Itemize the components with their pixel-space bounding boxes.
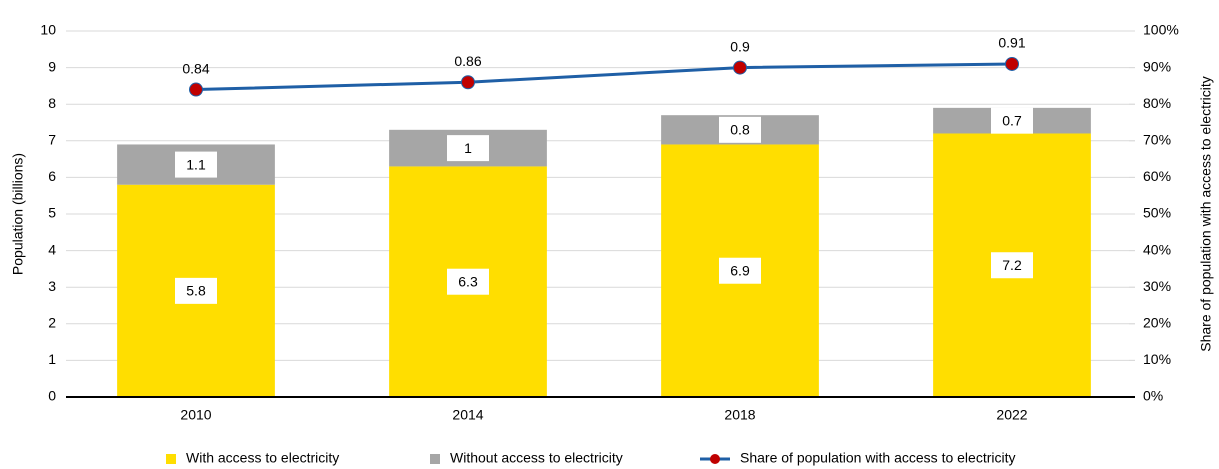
- data-label: 7.2: [1002, 257, 1022, 273]
- legend-swatch: [430, 454, 440, 464]
- y2-tick-label: 10%: [1143, 351, 1171, 367]
- data-label: 0.9: [730, 38, 750, 54]
- y-tick-label: 4: [48, 241, 56, 257]
- x-tick-label: 2010: [180, 407, 211, 423]
- data-label-box: [447, 268, 489, 295]
- y2-axis-title: Share of population with access to elect…: [1198, 76, 1214, 351]
- data-label: 0.86: [454, 53, 481, 69]
- data-label-box: [719, 257, 761, 284]
- y-tick-label: 6: [48, 168, 56, 184]
- y-tick-label: 5: [48, 205, 56, 221]
- legend-label: Share of population with access to elect…: [740, 450, 1015, 466]
- data-label: 0.8: [730, 122, 750, 138]
- line: [195, 62, 1013, 92]
- line-marker: [189, 82, 203, 97]
- y-tick-label: 8: [48, 95, 56, 111]
- x-tick-label: 2014: [452, 407, 483, 423]
- y2-tick-label: 50%: [1143, 205, 1171, 221]
- data-label-box: [175, 151, 217, 178]
- data-label: 6.3: [458, 273, 478, 289]
- y2-tick-label: 20%: [1143, 315, 1171, 331]
- data-label: 1.1: [186, 156, 206, 172]
- y2-tick-label: 60%: [1143, 168, 1171, 184]
- y-tick-label: 3: [48, 278, 56, 294]
- y2-tick-label: 40%: [1143, 241, 1171, 257]
- x-tick-label: 2018: [724, 407, 755, 423]
- data-label: 5.8: [186, 283, 206, 299]
- legend-swatch: [166, 454, 176, 464]
- line-marker: [461, 75, 475, 90]
- y-tick-label: 1: [48, 351, 56, 367]
- y2-tick-label: 80%: [1143, 95, 1171, 111]
- data-label: 1: [464, 140, 472, 156]
- data-label-box: [175, 277, 217, 304]
- data-label-box: [991, 107, 1033, 134]
- y-tick-label: 0: [48, 388, 56, 404]
- data-label: 0.84: [182, 60, 209, 76]
- y2-tick-label: 70%: [1143, 132, 1171, 148]
- line-marker: [1005, 56, 1019, 71]
- data-label: 0.91: [998, 35, 1025, 51]
- y2-tick-label: 100%: [1143, 22, 1179, 38]
- legend-swatch-marker: [710, 454, 720, 464]
- data-label: 0.7: [1002, 112, 1022, 128]
- y2-tick-label: 0%: [1143, 388, 1163, 404]
- y2-tick-label: 90%: [1143, 58, 1171, 74]
- data-label-box: [447, 135, 489, 162]
- y-axis-title: Population (billions): [10, 153, 26, 275]
- data-label: 6.9: [730, 262, 750, 278]
- y-tick-label: 10: [40, 22, 56, 38]
- x-tick-label: 2022: [996, 407, 1027, 423]
- y-tick-label: 9: [48, 58, 56, 74]
- y-tick-label: 2: [48, 315, 56, 331]
- legend-label: With access to electricity: [186, 450, 339, 466]
- data-label-box: [719, 116, 761, 143]
- y-tick-label: 7: [48, 132, 56, 148]
- data-label-box: [991, 252, 1033, 279]
- y2-tick-label: 30%: [1143, 278, 1171, 294]
- line-marker: [733, 60, 747, 75]
- legend-label: Without access to electricity: [450, 450, 623, 466]
